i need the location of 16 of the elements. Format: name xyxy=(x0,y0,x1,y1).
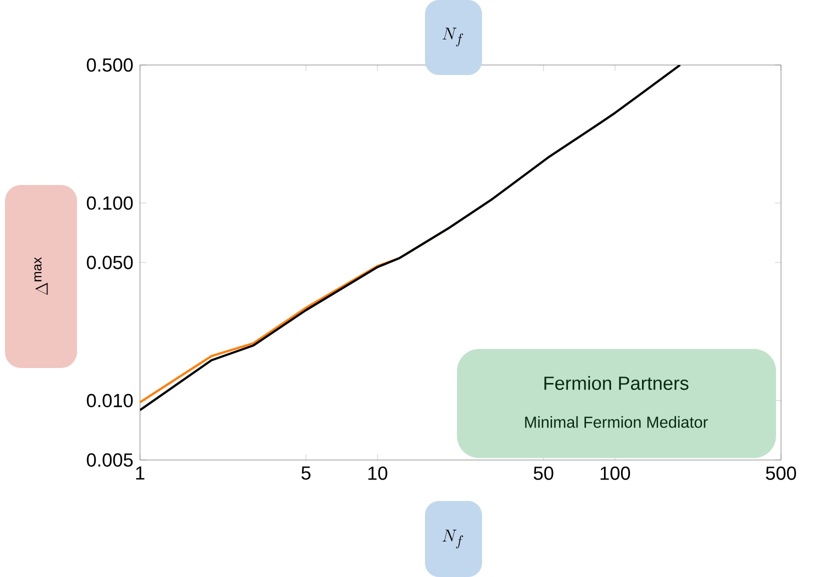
y-axis-title: $\Delta^{\mathrm{max}}$ xyxy=(34,257,48,295)
y-tick-label: 0.005 xyxy=(86,453,133,467)
y-tick-label: 0.050 xyxy=(86,256,133,270)
annotation: Minimal Fermion Mediator xyxy=(525,416,708,428)
x-tick-label: 500 xyxy=(766,466,796,480)
x-tick-label: 50 xyxy=(534,466,554,480)
x-tick-label: 1 xyxy=(136,466,144,480)
y-tick-label: 0.100 xyxy=(86,196,133,210)
y-tick-label: 0.500 xyxy=(86,58,133,72)
annotation: Fermion Partners xyxy=(544,376,688,390)
y-tick-label: 0.010 xyxy=(86,394,133,408)
x-tick-label: 100 xyxy=(600,466,630,480)
x2-axis-title: $N_f$ xyxy=(442,28,464,46)
x-axis-title: $N_f$ xyxy=(442,530,464,548)
x-tick-label: 10 xyxy=(368,466,388,480)
x-tick-label: 5 xyxy=(301,466,310,480)
